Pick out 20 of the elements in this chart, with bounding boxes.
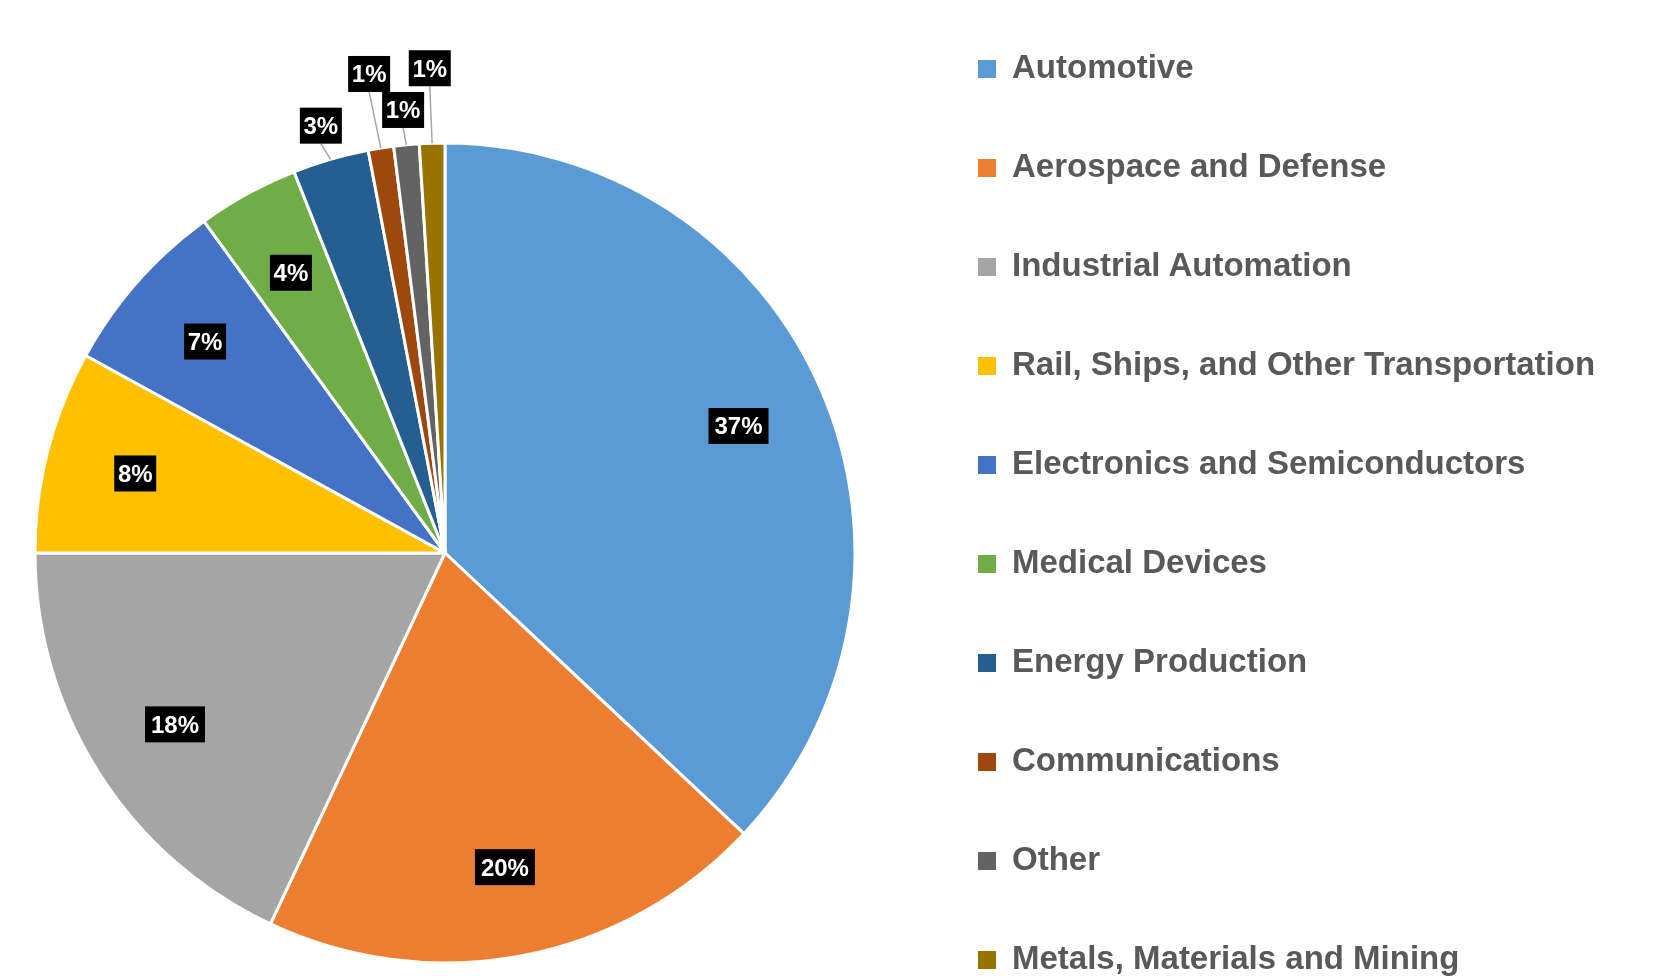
legend-label: Industrial Automation [1012,246,1352,284]
legend-label: Medical Devices [1012,543,1267,581]
data-label: 4% [273,259,309,287]
data-label: 8% [117,459,153,487]
legend-label: Automotive [1012,48,1194,86]
legend-label: Communications [1012,741,1280,779]
legend-label: Aerospace and Defense [1012,147,1387,185]
data-label: 1% [351,60,387,88]
legend-label: Energy Production [1012,642,1308,680]
data-label: 37% [714,412,763,440]
data-label: 3% [303,112,339,140]
legend-label: Other [1012,840,1101,878]
data-label: 1% [385,96,421,124]
legend-label: Metals, Materials and Mining [1012,939,1460,976]
legend-label: Electronics and Semiconductors [1012,444,1526,482]
data-label: 1% [412,54,448,82]
data-label: 18% [150,710,200,738]
data-label: 20% [480,853,529,881]
legend-label: Rail, Ships, and Other Transportation [1012,345,1596,383]
data-label: 7% [187,328,223,356]
